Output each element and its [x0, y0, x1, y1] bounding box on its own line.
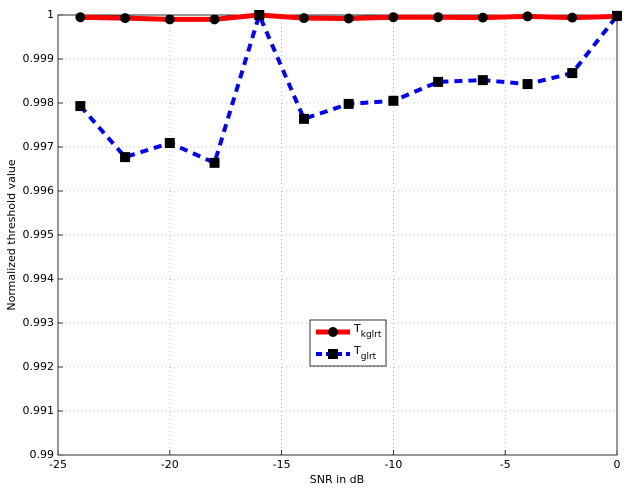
point — [298, 13, 309, 24]
y-tick-label: 1 — [47, 8, 54, 21]
point — [522, 11, 533, 22]
point — [254, 10, 265, 20]
y-tick-label: 0.994 — [23, 272, 55, 285]
point — [433, 12, 444, 23]
legend-box — [309, 319, 387, 367]
x-tick-label: -15 — [273, 458, 291, 471]
point — [298, 113, 309, 124]
y-tick-label: 0.993 — [23, 316, 55, 329]
y-tick-label: 0.997 — [23, 140, 55, 153]
point — [567, 12, 578, 23]
y-tick-label: 0.998 — [23, 96, 55, 109]
x-axis-label: SNR in dB — [310, 473, 364, 486]
point — [433, 76, 444, 87]
point — [164, 138, 175, 149]
point — [209, 157, 220, 168]
point — [477, 12, 488, 23]
x-tick-label: -25 — [49, 458, 67, 471]
y-axis-label: Normalized threshold value — [5, 159, 18, 310]
point — [75, 12, 86, 23]
x-tick-label: 0 — [614, 458, 621, 471]
x-tick-label: -5 — [500, 458, 511, 471]
legend-marker — [328, 327, 338, 337]
x-tick-label: -20 — [161, 458, 179, 471]
legend-label: Tglrt — [353, 344, 377, 362]
point — [75, 101, 86, 112]
point — [388, 12, 399, 23]
point — [164, 14, 175, 25]
y-tick-label: 0.995 — [23, 228, 55, 241]
legend-marker — [328, 349, 338, 359]
point — [209, 14, 220, 25]
y-tick-label: 0.996 — [23, 184, 55, 197]
point — [522, 79, 533, 90]
point — [477, 75, 488, 86]
plot-frame — [57, 14, 618, 456]
point — [120, 152, 131, 163]
point — [612, 10, 622, 21]
y-tick-label: 0.99 — [30, 448, 55, 461]
legend-label: Tkglrt — [353, 322, 382, 340]
point — [388, 95, 399, 106]
y-tick-label: 0.992 — [23, 360, 55, 373]
y-tick-label: 0.991 — [23, 404, 55, 417]
y-tick-label: 0.999 — [23, 52, 55, 65]
x-tick-label: -10 — [384, 458, 402, 471]
point — [343, 13, 354, 24]
series-line — [78, 9, 619, 166]
point — [120, 13, 131, 24]
point — [567, 68, 578, 79]
point — [343, 98, 354, 109]
